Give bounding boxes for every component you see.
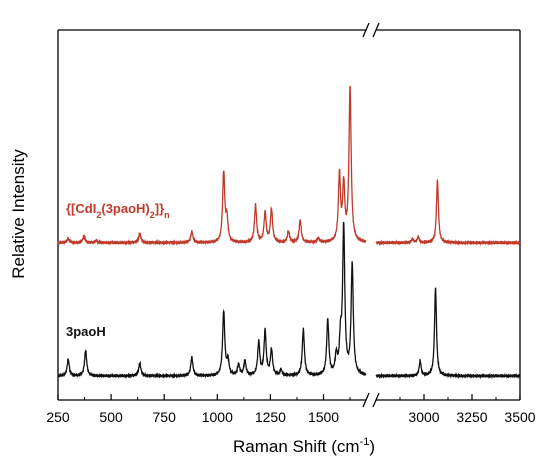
break-mark-top-1	[362, 22, 370, 38]
axis-break-marks	[362, 22, 380, 408]
spectra-group	[57, 85, 521, 380]
break-mark-bottom-1	[362, 392, 370, 408]
x-tick-label-750: 750	[153, 409, 177, 425]
x-tick-label-3250: 3250	[456, 409, 487, 425]
x-tick-label-250: 250	[46, 409, 70, 425]
series-2-segment-2	[375, 287, 521, 380]
x-axis-title: Raman Shift (cm-1)	[233, 436, 375, 456]
x-tick-label-3000: 3000	[408, 409, 439, 425]
series-2-segment-1	[57, 221, 367, 379]
x-tick-label-1250: 1250	[255, 409, 286, 425]
series-label-2: 3paoH	[66, 324, 106, 339]
break-mark-bottom-2	[372, 392, 380, 408]
series-1-segment-2	[375, 179, 521, 247]
break-mark-top-2	[372, 22, 380, 38]
x-tick-label-1000: 1000	[202, 409, 233, 425]
series-label-1: {[CdI2(3paoH)2]}n	[66, 201, 170, 220]
series-1-segment-1	[57, 85, 367, 246]
y-axis-title: Relative Intensity	[9, 149, 28, 279]
x-axis-ticks: 250 500 750 1000 1250 1500 3000 3250 3500	[46, 394, 536, 425]
x-tick-label-3500: 3500	[504, 409, 535, 425]
x-tick-label-500: 500	[99, 409, 123, 425]
series-labels: {[CdI2(3paoH)2]}n 3paoH	[66, 201, 170, 339]
x-tick-label-1500: 1500	[308, 409, 339, 425]
